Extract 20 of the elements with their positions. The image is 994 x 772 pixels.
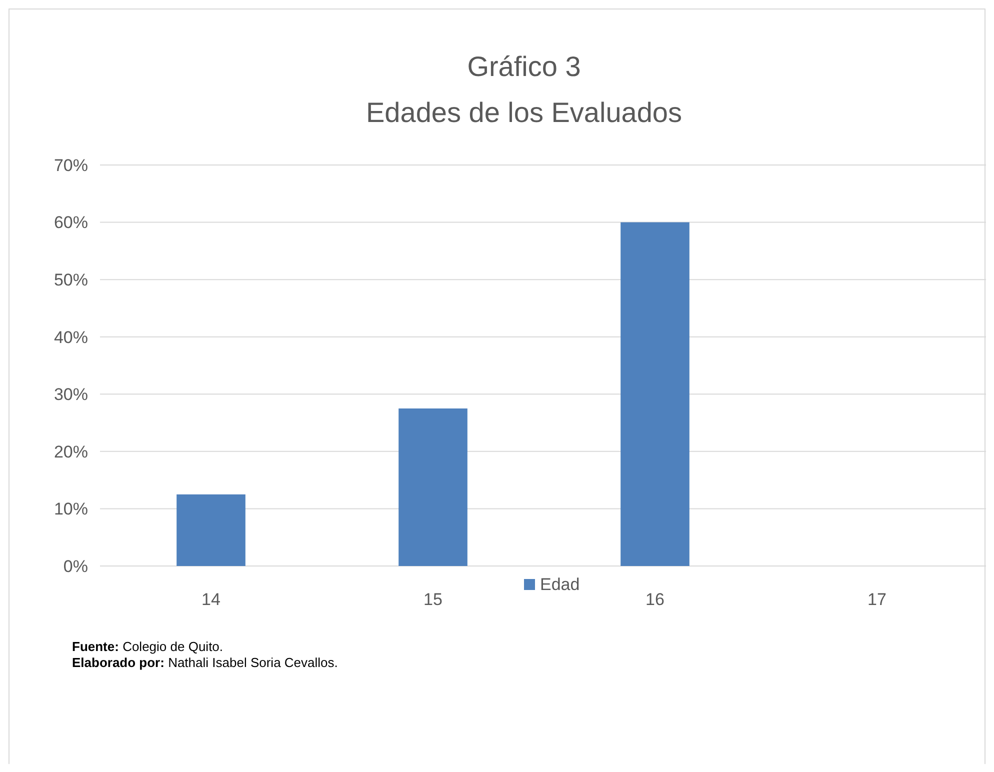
y-tick-label: 10%: [54, 500, 88, 519]
y-tick-label: 20%: [54, 442, 88, 462]
y-tick-label: 0%: [63, 556, 88, 576]
y-tick-label: 30%: [54, 385, 88, 404]
chart-title: Gráfico 3: [467, 51, 581, 82]
x-tick-label: 16: [646, 590, 664, 609]
bar: [620, 222, 690, 566]
bar: [398, 408, 468, 566]
bar: [176, 494, 246, 566]
x-tick-label: 17: [868, 590, 886, 609]
text: Elaborado por: Nathali Isabel Soria Cevallos.: [72, 655, 338, 670]
source-note: Fuente: Colegio de Quito.: [72, 639, 224, 654]
legend-label: Edad: [540, 575, 580, 594]
y-tick-label: 70%: [54, 156, 88, 175]
y-tick-label: 40%: [54, 328, 88, 347]
y-tick-label: 50%: [54, 270, 88, 290]
chart-subtitle: Edades de los Evaluados: [366, 97, 682, 128]
y-tick-label: 60%: [54, 213, 88, 232]
x-tick-label: 14: [202, 590, 220, 609]
x-tick-label: 15: [424, 590, 442, 609]
